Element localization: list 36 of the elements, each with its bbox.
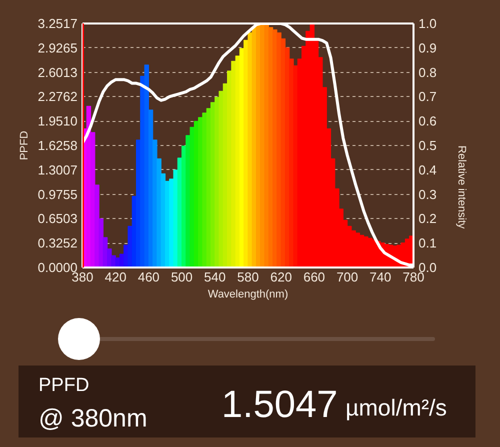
x-tick-label: 420 [104, 270, 126, 284]
y2-tick-label: 0.1 [418, 236, 437, 251]
y-tick-label: 1.3007 [38, 162, 78, 178]
x-tick-label: 500 [170, 270, 193, 284]
y2-tick-label: 0.6 [418, 114, 437, 129]
x-tick-label: 580 [237, 270, 259, 284]
y-axis-title: PPFD [18, 130, 31, 160]
y-tick-label: 2.9265 [38, 40, 78, 56]
y2-tick-label: 0.9 [418, 40, 437, 56]
x-tick-label: 740 [370, 270, 392, 284]
y2-tick-label: 0.3 [418, 186, 437, 202]
x-tick-label: 540 [204, 270, 226, 284]
text: 1.5047 [222, 384, 338, 426]
y-tick-label: 1.9510 [38, 114, 78, 129]
y2-tick-label: 0.5 [418, 138, 437, 153]
y2-axis-title: Relative intensity [456, 146, 468, 230]
x-tick-label: 460 [138, 270, 160, 284]
y-tick-label: 2.6013 [38, 64, 78, 80]
y-tick-label: 0.3252 [38, 236, 78, 251]
y-tick-label: 1.6258 [38, 138, 78, 154]
text: µmol/m²/s [346, 394, 447, 420]
y2-tick-label: 0.7 [418, 89, 437, 104]
y2-tick-label: 0.2 [418, 211, 437, 226]
x-tick-label: 700 [336, 270, 358, 284]
y2-tick-label: 0.4 [418, 162, 437, 178]
x-tick-label: 660 [303, 270, 326, 284]
text: @ 380nm [38, 404, 148, 432]
y-tick-label: 0.6503 [38, 211, 78, 226]
y2-tick-label: 1.0 [418, 16, 437, 31]
x-tick-label: 620 [270, 270, 292, 284]
text: PPFD [38, 375, 90, 396]
y-tick-label: 2.2762 [38, 89, 78, 104]
x-axis-title: Wavelength(nm) [208, 288, 288, 300]
y2-tick-label: 0.8 [418, 64, 437, 80]
y-tick-label: 0.9755 [38, 186, 78, 202]
y-tick-label: 3.2517 [38, 16, 78, 31]
